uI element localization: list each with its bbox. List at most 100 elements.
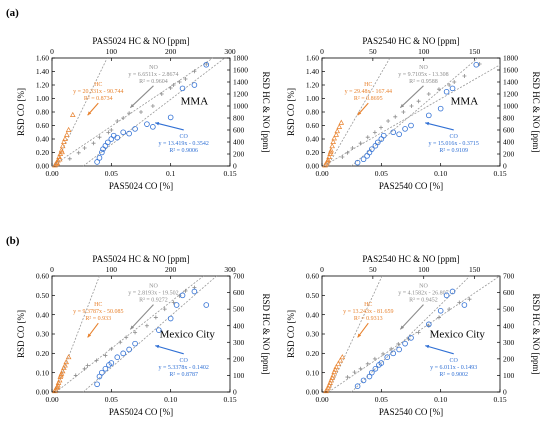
top-x-tick-label: 150 [469, 47, 481, 56]
series-label-co: CO [180, 134, 189, 140]
y-tick-label: 0.00 [36, 388, 49, 397]
y-tick-label: 1.40 [306, 67, 319, 76]
arrow-no [399, 304, 424, 330]
co-point [449, 288, 456, 295]
no-point [171, 300, 176, 305]
x-tick-label: 0.00 [315, 395, 328, 404]
no-point [401, 110, 406, 114]
y-tick-label: 1.00 [36, 94, 49, 103]
no-point [133, 330, 138, 335]
x-tick-label: 0.05 [105, 395, 118, 404]
co-point [114, 354, 121, 361]
hc-point [325, 384, 331, 390]
y-axis-title: RSD CO [%] [286, 310, 296, 358]
hc-point [61, 138, 67, 144]
co-point [167, 315, 174, 322]
no-point [436, 315, 441, 320]
hc-point [55, 379, 62, 385]
hc-point [326, 382, 332, 388]
right-y-tick-label: 400 [233, 321, 245, 330]
no-point [426, 92, 431, 96]
r2-hc: R² = 0.8695 [354, 96, 383, 102]
right-y-tick-label: 1600 [503, 66, 518, 75]
co-point [443, 88, 450, 95]
equation-no: y = 9.7105x - 13.308 [398, 72, 448, 78]
hc-point [335, 360, 342, 366]
no-point [183, 77, 188, 81]
hc-point [331, 135, 337, 141]
arrow-head-no [400, 325, 405, 330]
top-x-tick-label: 0 [320, 47, 324, 56]
arrow-head-co [155, 121, 160, 126]
y-tick-label: 0.10 [36, 368, 49, 377]
right-y-tick-label: 0 [503, 162, 507, 171]
right-y-tick-label: 100 [233, 371, 245, 380]
x-axis-title: PAS2540 CO [%] [379, 407, 443, 417]
no-point [115, 119, 120, 123]
hc-point [330, 138, 336, 144]
co-point [369, 146, 375, 152]
right-y-tick-label: 1400 [233, 78, 248, 87]
equation-no: y = 2.8193x - 19.502 [128, 291, 178, 297]
hc-point [337, 357, 344, 363]
right-y-tick-label: 700 [233, 272, 245, 281]
right-y-tick-label: 800 [233, 114, 245, 123]
y-tick-label: 0.40 [36, 310, 49, 319]
no-point [82, 146, 87, 150]
x-tick-label: 0.05 [105, 169, 118, 178]
y-axis-title: RSD CO [%] [16, 310, 26, 358]
co-point [408, 335, 414, 341]
series-label-hc: HC [364, 302, 372, 308]
x-tick-label: 0.00 [45, 395, 58, 404]
series-label-hc: HC [364, 82, 372, 88]
x-axis-title: PAS2540 CO [%] [379, 181, 443, 191]
x-tick-label: 0.10 [434, 395, 447, 404]
hc-point [338, 119, 345, 125]
co-point [449, 85, 456, 92]
no-point [462, 74, 467, 78]
no-point [103, 353, 108, 358]
no-point [409, 104, 414, 108]
r2-co: R² = 0.8787 [169, 372, 198, 378]
series-label-hc: HC [94, 82, 102, 88]
co-point [173, 302, 180, 308]
right-y-tick-label: 500 [503, 305, 515, 314]
y-tick-label: 1.60 [36, 54, 49, 63]
co-point [364, 153, 370, 159]
arrow-no [399, 85, 424, 109]
y-tick-label: 0.80 [306, 108, 319, 117]
no-point [372, 356, 377, 361]
y-tick-label: 0.20 [306, 349, 319, 358]
co-point [132, 340, 138, 347]
no-point [139, 110, 143, 114]
y-tick-label: 0.40 [36, 135, 49, 144]
co-point [96, 155, 103, 161]
location-label: Mexico City [160, 328, 216, 340]
co-point [437, 307, 444, 314]
x-tick-label: 0.15 [493, 169, 506, 178]
equation-hc: y = 13.243x - 81.659 [343, 309, 393, 315]
right-y-tick-label: 1000 [233, 102, 248, 111]
co-point [437, 105, 444, 112]
series-label-co: CO [450, 134, 459, 140]
top-x-axis-title: PAS2540 HC & NO [ppm] [362, 36, 459, 46]
right-y-tick-label: 500 [233, 305, 245, 314]
no-point [118, 340, 123, 345]
x-tick-label: 0.15 [223, 395, 236, 404]
no-point [82, 366, 87, 371]
hc-point [54, 383, 61, 389]
no-point [393, 114, 398, 119]
chart-4: 0.00 0.05 0.10 0.150 50 100 1500.000.100.200.3… [286, 254, 541, 417]
right-y-tick-label: 1400 [503, 78, 518, 87]
no-point [467, 297, 472, 302]
no-point [85, 363, 90, 368]
r2-co: R² = 0.9002 [439, 372, 468, 378]
co-point [94, 381, 100, 388]
co-point [354, 159, 361, 166]
y-tick-label: 1.40 [36, 67, 49, 76]
co-point [372, 365, 379, 372]
co-point [104, 139, 111, 146]
